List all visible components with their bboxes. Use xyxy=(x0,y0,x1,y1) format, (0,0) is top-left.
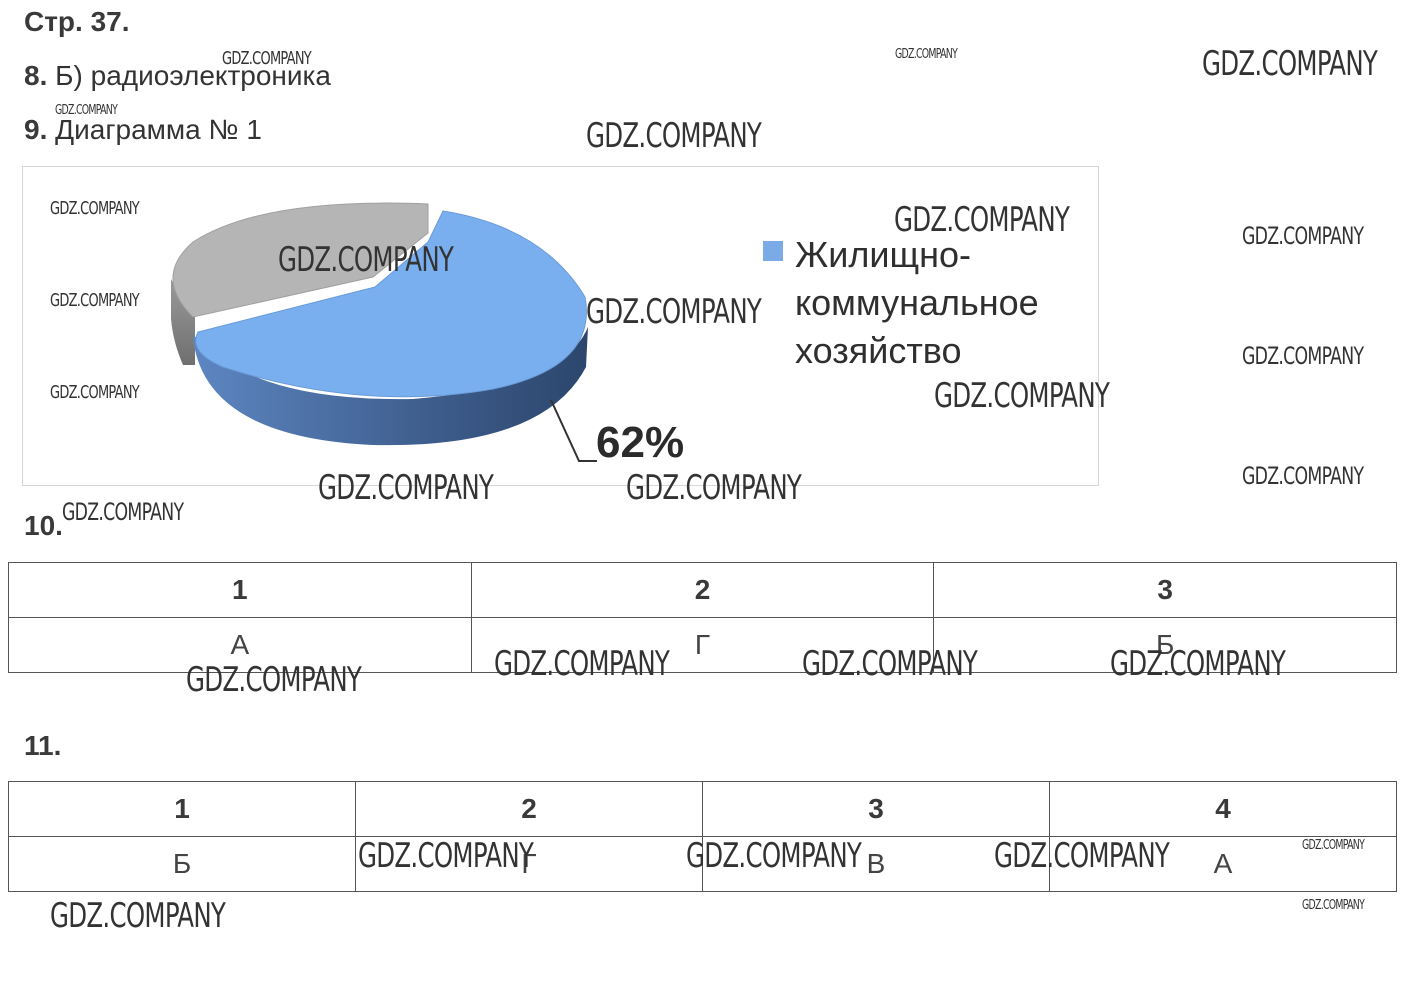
legend-swatch-blue xyxy=(763,241,783,261)
watermark: GDZ.COMPANY xyxy=(686,836,862,876)
watermark: GDZ.COMPANY xyxy=(278,240,454,280)
table-cell: А xyxy=(1049,836,1397,892)
watermark: GDZ.COMPANY xyxy=(586,292,762,332)
table-cell: Б xyxy=(933,617,1397,673)
table-header-cell: 1 xyxy=(8,781,356,837)
watermark: GDZ.COMPANY xyxy=(994,836,1170,876)
watermark: GDZ.COMPANY xyxy=(186,660,362,700)
watermark: GDZ.COMPANY xyxy=(586,116,762,156)
watermark: GDZ.COMPANY xyxy=(50,198,140,219)
task-10-number: 10. xyxy=(24,510,63,541)
watermark: GDZ.COMPANY xyxy=(1302,838,1365,853)
pie-slice-side-grey xyxy=(171,279,195,365)
watermark: GDZ.COMPANY xyxy=(1110,644,1286,684)
task-10-table: 1 2 3 А Г Б xyxy=(8,562,1397,673)
task-8-number: 8. xyxy=(24,60,48,91)
table-header-row: 1 2 3 4 xyxy=(8,781,1397,837)
watermark: GDZ.COMPANY xyxy=(50,896,226,936)
watermark: GDZ.COMPANY xyxy=(50,290,140,311)
task-9: 9. Диаграмма № 1 xyxy=(24,114,262,146)
data-label-leader xyxy=(550,399,597,462)
page-title: Стр. 37. xyxy=(24,6,130,37)
task-11-number: 11. xyxy=(24,730,62,761)
table-cell: А xyxy=(8,617,472,673)
table-row: А Г Б xyxy=(8,617,1397,673)
data-label-62: 62% xyxy=(596,418,685,467)
watermark: GDZ.COMPANY xyxy=(222,48,312,69)
legend-label: Жилищно- коммунальное хозяйство xyxy=(795,231,1095,375)
watermark: GDZ.COMPANY xyxy=(62,498,184,526)
watermark: GDZ.COMPANY xyxy=(50,382,140,403)
pie-chart: Жилищно- коммунальное хозяйство xyxy=(22,166,1099,486)
table-header-cell: 2 xyxy=(470,562,935,618)
watermark: GDZ.COMPANY xyxy=(494,644,670,684)
watermark: GDZ.COMPANY xyxy=(895,47,958,62)
table-cell: Г xyxy=(355,836,703,892)
table-cell: Б xyxy=(8,836,356,892)
task-8-answer: Б) радиоэлектроника xyxy=(55,60,331,91)
legend-line-3: хозяйство xyxy=(795,330,962,371)
watermark: GDZ.COMPANY xyxy=(1242,222,1364,250)
table-header-cell: 3 xyxy=(702,781,1050,837)
watermark: GDZ.COMPANY xyxy=(1202,44,1378,84)
task-9-number: 9. xyxy=(24,114,48,145)
watermark: GDZ.COMPANY xyxy=(358,836,534,876)
pie-slice-blue xyxy=(195,210,587,398)
table-row: Б Г В А xyxy=(8,836,1397,892)
pie-slice-grey xyxy=(172,202,429,318)
watermark: GDZ.COMPANY xyxy=(1242,462,1364,490)
legend-line-2: коммунальное xyxy=(795,282,1039,323)
pie-chart-svg xyxy=(171,202,597,462)
watermark: GDZ.COMPANY xyxy=(55,103,118,118)
watermark: GDZ.COMPANY xyxy=(626,468,802,508)
task-8: 8. Б) радиоэлектроника xyxy=(24,60,331,92)
table-cell: Г xyxy=(470,617,935,673)
table-header-cell: 1 xyxy=(8,562,472,618)
legend-line-1: Жилищно- xyxy=(795,234,971,275)
task-11-table: 1 2 3 4 Б Г В А xyxy=(8,781,1397,892)
watermark: GDZ.COMPANY xyxy=(802,644,978,684)
watermark: GDZ.COMPANY xyxy=(318,468,494,508)
watermark: GDZ.COMPANY xyxy=(934,376,1110,416)
watermark: GDZ.COMPANY xyxy=(1302,898,1365,913)
table-header-cell: 2 xyxy=(355,781,703,837)
table-cell: В xyxy=(702,836,1050,892)
table-header-cell: 4 xyxy=(1049,781,1397,837)
table-header-cell: 3 xyxy=(933,562,1397,618)
task-9-caption: Диаграмма № 1 xyxy=(55,114,262,145)
table-header-row: 1 2 3 xyxy=(8,562,1397,618)
watermark: GDZ.COMPANY xyxy=(894,200,1070,240)
pie-slice-side-blue xyxy=(193,327,588,446)
watermark: GDZ.COMPANY xyxy=(1242,342,1364,370)
